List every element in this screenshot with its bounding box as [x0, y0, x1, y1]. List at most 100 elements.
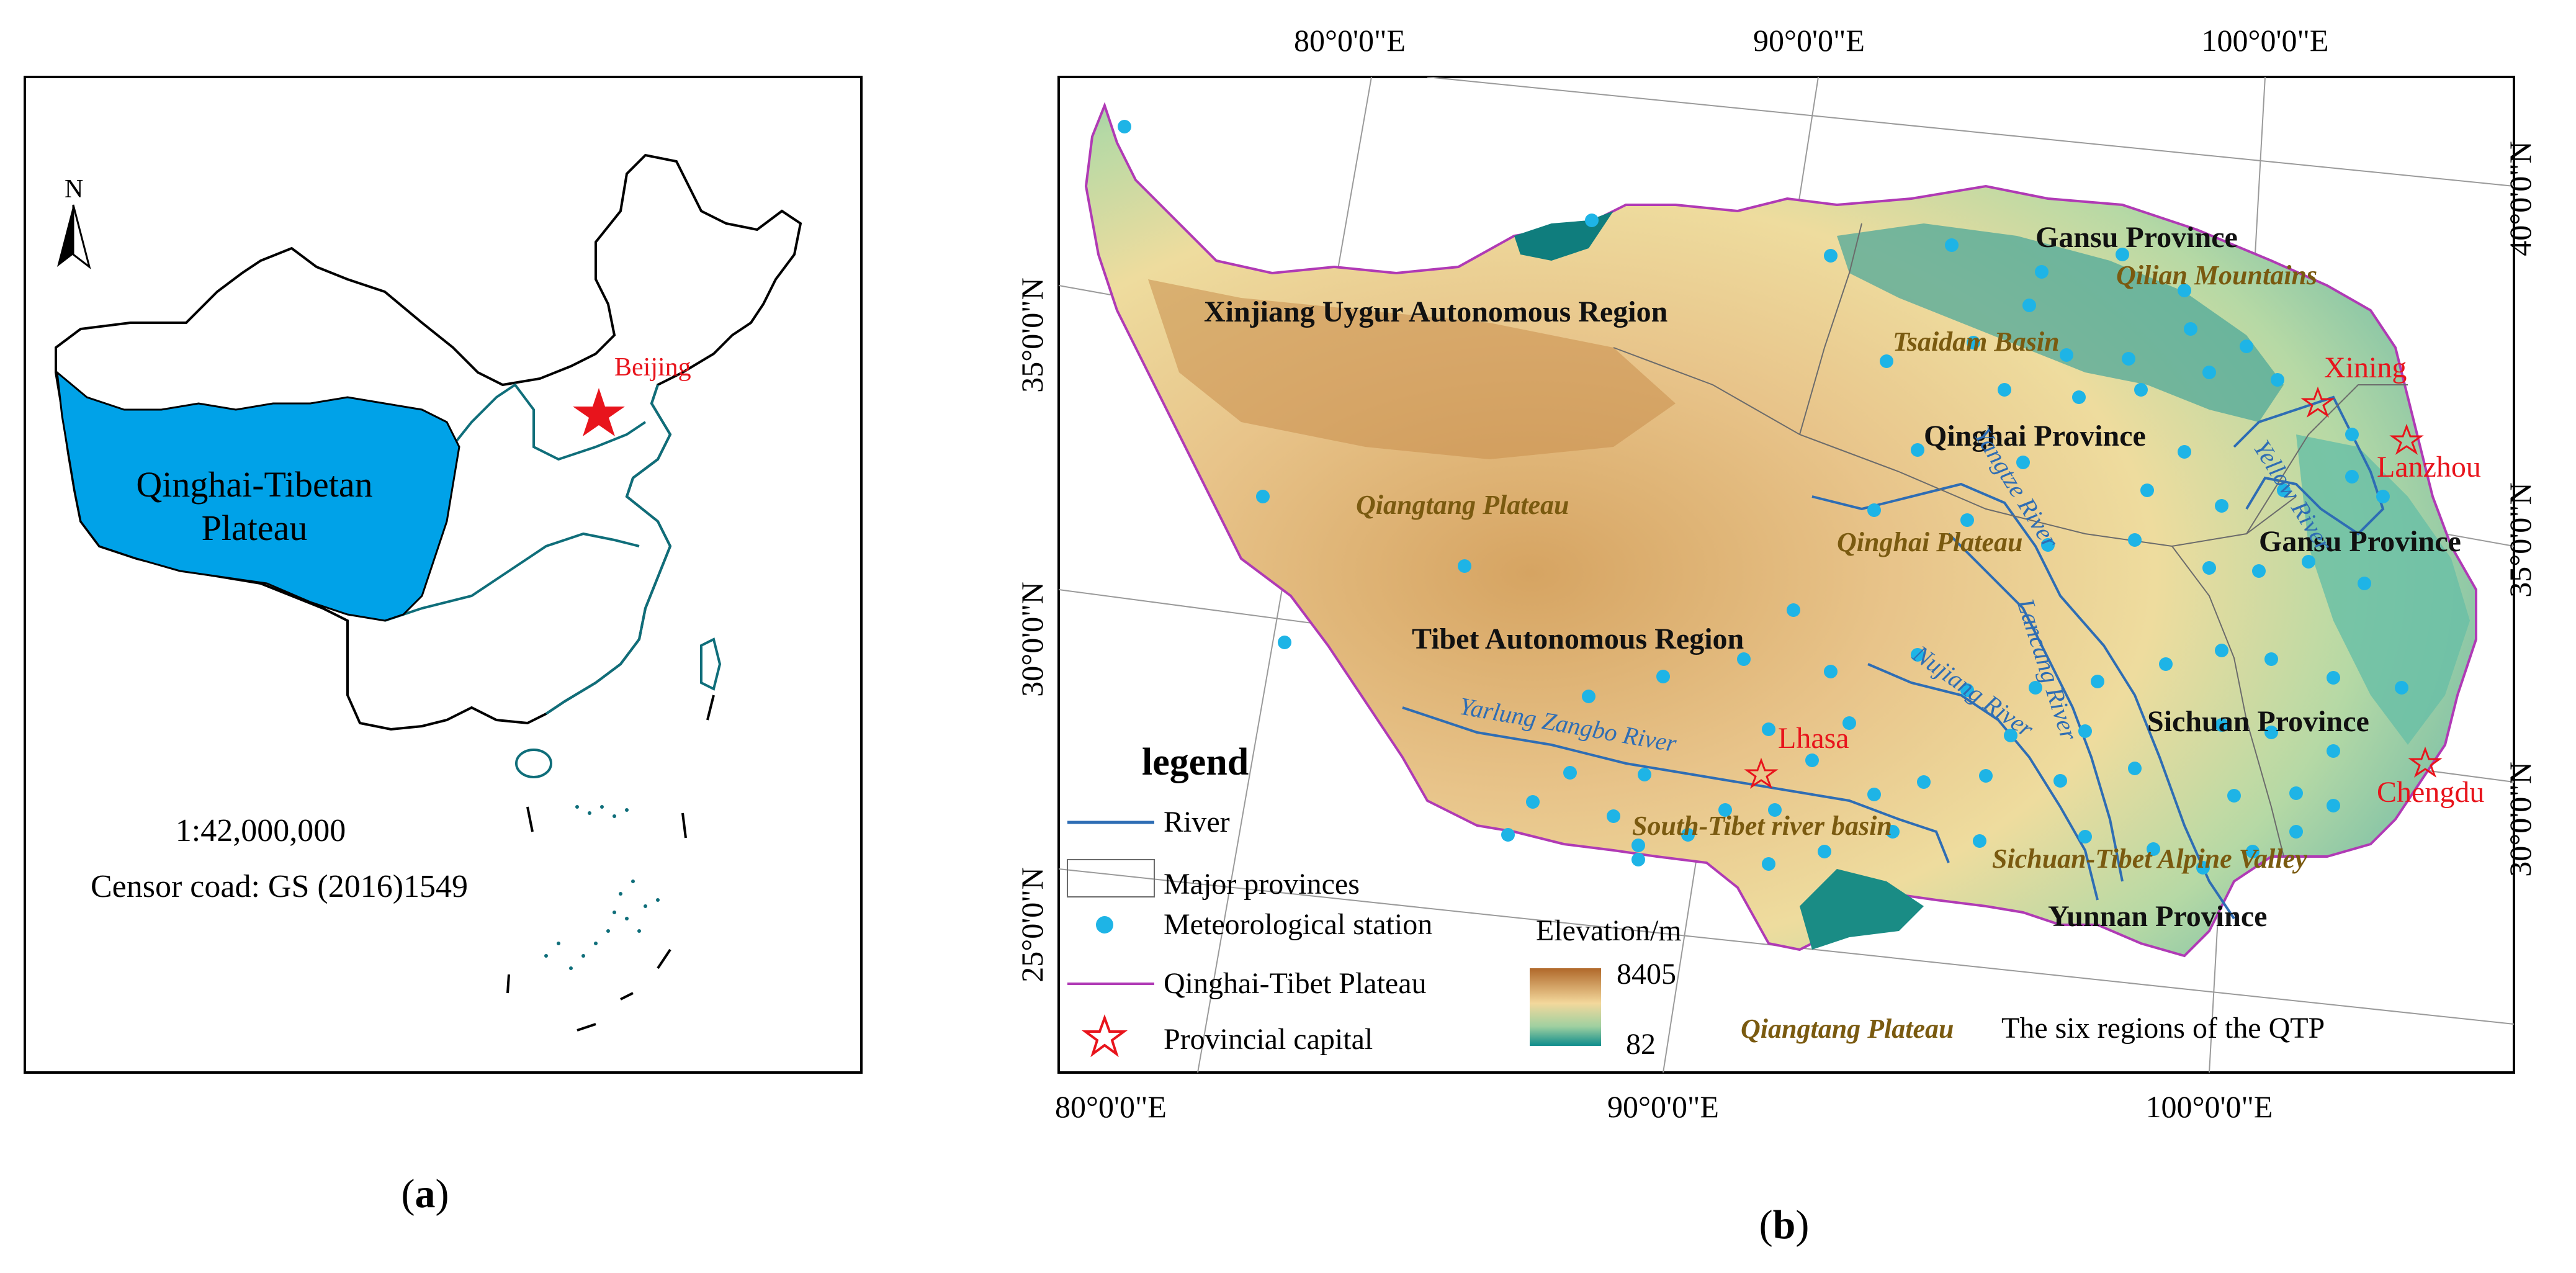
- station-dot: [1681, 828, 1695, 842]
- map-legend: legend River Major provinces Meteorologi…: [1067, 741, 2325, 1061]
- lancang-river-line: [1947, 533, 2124, 882]
- region-labels: Qilian Mountains Tsaidam Basin Qiangtang…: [1356, 260, 2317, 874]
- station-dot: [1718, 803, 1732, 817]
- south-china-sea-islands: [544, 805, 660, 970]
- station-dot: [2246, 845, 2260, 858]
- station-dot: [2327, 671, 2340, 685]
- station-dot: [1886, 825, 1900, 839]
- station-dot: [2147, 842, 2160, 856]
- station-dot: [1911, 648, 1924, 662]
- top-lon-80: 80°0'0"E: [1294, 23, 1406, 58]
- panel-a: N Qinghai-Tibet: [24, 76, 863, 1074]
- beijing-star-icon: [573, 388, 625, 436]
- capital-label-xining: Xining: [2324, 351, 2407, 384]
- legend-station-symbol: [1096, 916, 1113, 933]
- region-label-qiangtang: Qiangtang Plateau: [1356, 490, 1569, 520]
- right-lat-40: 40°0'0"N: [2503, 141, 2538, 256]
- station-dot: [2202, 366, 2216, 379]
- coastline: [545, 384, 672, 715]
- legend-item-provinces: Major provinces: [1164, 868, 1360, 901]
- station-dot: [2277, 484, 2291, 497]
- legend-province-symbol: [1067, 859, 1155, 897]
- station-dot: [1880, 354, 1893, 368]
- north-arrow-label: N: [65, 175, 83, 204]
- station-dot: [2271, 373, 2284, 387]
- legend-item-river: River: [1164, 806, 1230, 839]
- station-dot: [2116, 248, 2129, 261]
- region-label-south-tibet: South-Tibet river basin: [1632, 811, 1892, 841]
- station-dot: [2215, 718, 2228, 732]
- province-labels: Gansu Province Xinjiang Uygur Autonomous…: [1204, 221, 2461, 933]
- station-dot: [1967, 336, 1980, 349]
- yellow-river-line-b: [2233, 395, 2385, 536]
- station-dot: [1656, 670, 1670, 683]
- station-dot: [2140, 484, 2154, 497]
- province-label-yunnan: Yunnan Province: [2048, 900, 2267, 933]
- province-label-tibet: Tibet Autonomous Region: [1412, 623, 1744, 655]
- station-dot: [1118, 120, 1131, 133]
- station-dot: [1824, 665, 1838, 678]
- southeast-valley-lowland: [1800, 869, 1924, 950]
- station-dot: [1867, 788, 1881, 801]
- province-label-xinjiang: Xinjiang Uygur Autonomous Region: [1204, 295, 1667, 328]
- station-dot: [2264, 726, 2278, 739]
- elevation-max: 8405: [1617, 958, 1676, 991]
- station-dot: [2078, 724, 2092, 738]
- top-lon-90: 90°0'0"E: [1753, 23, 1865, 58]
- station-dot: [1762, 857, 1775, 871]
- station-dot: [2035, 265, 2049, 279]
- nine-dash-line: [506, 695, 715, 1032]
- station-dot: [2252, 564, 2266, 578]
- station-dot: [2215, 644, 2228, 657]
- bottom-lon-80: 80°0'0"E: [1055, 1089, 1167, 1124]
- station-dot: [1631, 839, 1645, 852]
- station-dot: [2072, 390, 2086, 404]
- station-dot: [1563, 766, 1577, 780]
- station-dot: [2184, 322, 2197, 336]
- yangtze-river-line-b: [1811, 482, 2235, 920]
- right-lat-35: 35°0'0"N: [2503, 482, 2538, 598]
- plateau-label-line2: Plateau: [202, 508, 308, 548]
- station-dot: [2227, 789, 2241, 803]
- station-dot: [2178, 445, 2191, 459]
- legend-region-desc: The six regions of the QTP: [2001, 1012, 2325, 1045]
- station-dot: [2289, 825, 2303, 839]
- station-dot: [1973, 834, 1986, 848]
- province-boundaries: [1613, 223, 2408, 857]
- station-dot: [2128, 762, 2142, 775]
- yellow-river-line: [446, 383, 647, 461]
- province-label-gansu-east: Gansu Province: [2259, 525, 2461, 558]
- station-dot: [2327, 744, 2340, 758]
- lanzhou-star-icon: [2389, 423, 2424, 455]
- province-label-qinghai: Qinghai Province: [1924, 420, 2146, 452]
- station-dot: [2289, 786, 2303, 800]
- western-highland: [1148, 279, 1676, 459]
- station-dot: [2022, 299, 2036, 312]
- left-lat-35: 35°0'0"N: [1015, 277, 1049, 393]
- region-label-qinghai-plateau: Qinghai Plateau: [1837, 527, 2023, 557]
- censor-text: Censor coad: GS (2016)1549: [91, 869, 468, 904]
- station-dot: [2264, 652, 2278, 666]
- station-dot: [2134, 383, 2148, 397]
- graticule-labels: 80°0'0"E 90°0'0"E 100°0'0"E 80°0'0"E 90°…: [1015, 23, 2538, 1124]
- station-dot: [2060, 348, 2073, 362]
- station-dot: [2159, 657, 2173, 671]
- station-dot: [1960, 683, 1974, 697]
- station-dot: [2196, 861, 2210, 875]
- region-label-tsaidam: Tsaidam Basin: [1893, 326, 2060, 357]
- station-dot: [2053, 774, 2067, 788]
- station-dot: [1805, 753, 1819, 767]
- station-dot: [1256, 490, 1270, 503]
- station-dot: [1787, 603, 1800, 617]
- eastern-lowland: [2296, 434, 2470, 745]
- legend-title: legend: [1142, 741, 1249, 783]
- capital-markers: [1744, 386, 2443, 789]
- station-dot: [2215, 499, 2228, 513]
- station-dot: [1945, 238, 1959, 252]
- station-dot: [2345, 428, 2359, 441]
- region-label-qilian: Qilian Mountains: [2116, 260, 2317, 290]
- beijing-label: Beijing: [614, 353, 691, 382]
- meteorological-stations: [1118, 120, 2408, 875]
- panel-b: Xining Lanzhou Lhasa Chengdu Gansu Provi…: [1057, 76, 2515, 1074]
- station-dot: [2376, 490, 2390, 503]
